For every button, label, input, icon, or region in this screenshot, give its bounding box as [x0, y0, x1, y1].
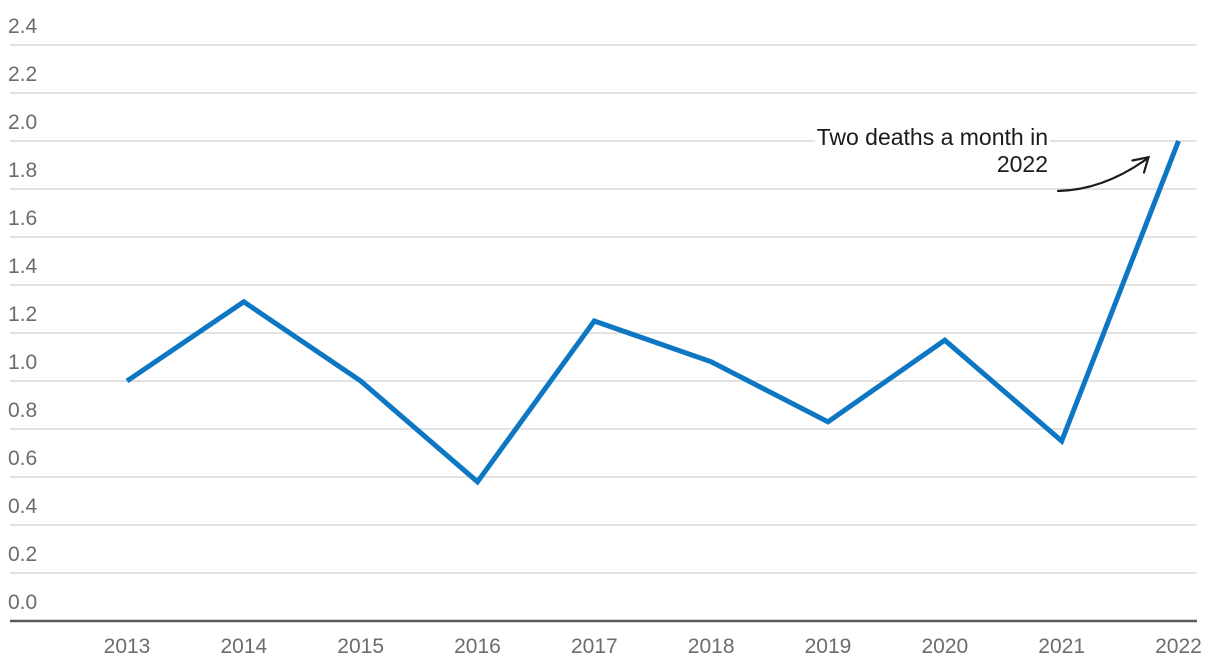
y-tick-label: 0.0	[8, 591, 38, 614]
x-tick-label: 2014	[220, 635, 268, 658]
y-tick-label: 1.0	[8, 351, 38, 374]
y-tick-label: 1.4	[8, 255, 38, 278]
y-tick-label: 0.8	[8, 399, 38, 422]
y-tick-label: 2.4	[8, 15, 38, 38]
y-tick-label: 0.4	[8, 495, 38, 518]
y-tick-label: 1.8	[8, 159, 38, 182]
x-tick-label: 2013	[103, 635, 151, 658]
y-tick-label: 0.6	[8, 447, 38, 470]
x-tick-label: 2022	[1155, 635, 1202, 658]
x-tick-label: 2019	[804, 635, 852, 658]
y-tick-label: 1.2	[8, 303, 38, 326]
chart-annotation: Two deaths a month in 2022	[814, 124, 1050, 178]
x-tick-label: 2018	[687, 635, 735, 658]
annotation-arrowhead-icon	[1131, 155, 1151, 174]
x-tick-label: 2017	[570, 635, 618, 658]
annotation-arrow	[1056, 156, 1150, 193]
data-line-deaths-per-month	[125, 140, 1181, 486]
x-tick-label: 2016	[454, 635, 501, 658]
y-tick-label: 1.6	[8, 207, 38, 230]
x-tick-label: 2020	[921, 635, 969, 658]
y-tick-label: 2.0	[8, 111, 38, 134]
y-tick-label: 0.2	[8, 543, 38, 566]
annotation-line-1: Two deaths a month in	[816, 124, 1048, 150]
y-tick-label: 2.2	[8, 63, 38, 86]
annotation-line-2: 2022	[996, 151, 1048, 177]
x-tick-label: 2021	[1038, 635, 1086, 658]
x-tick-label: 2015	[337, 635, 385, 658]
